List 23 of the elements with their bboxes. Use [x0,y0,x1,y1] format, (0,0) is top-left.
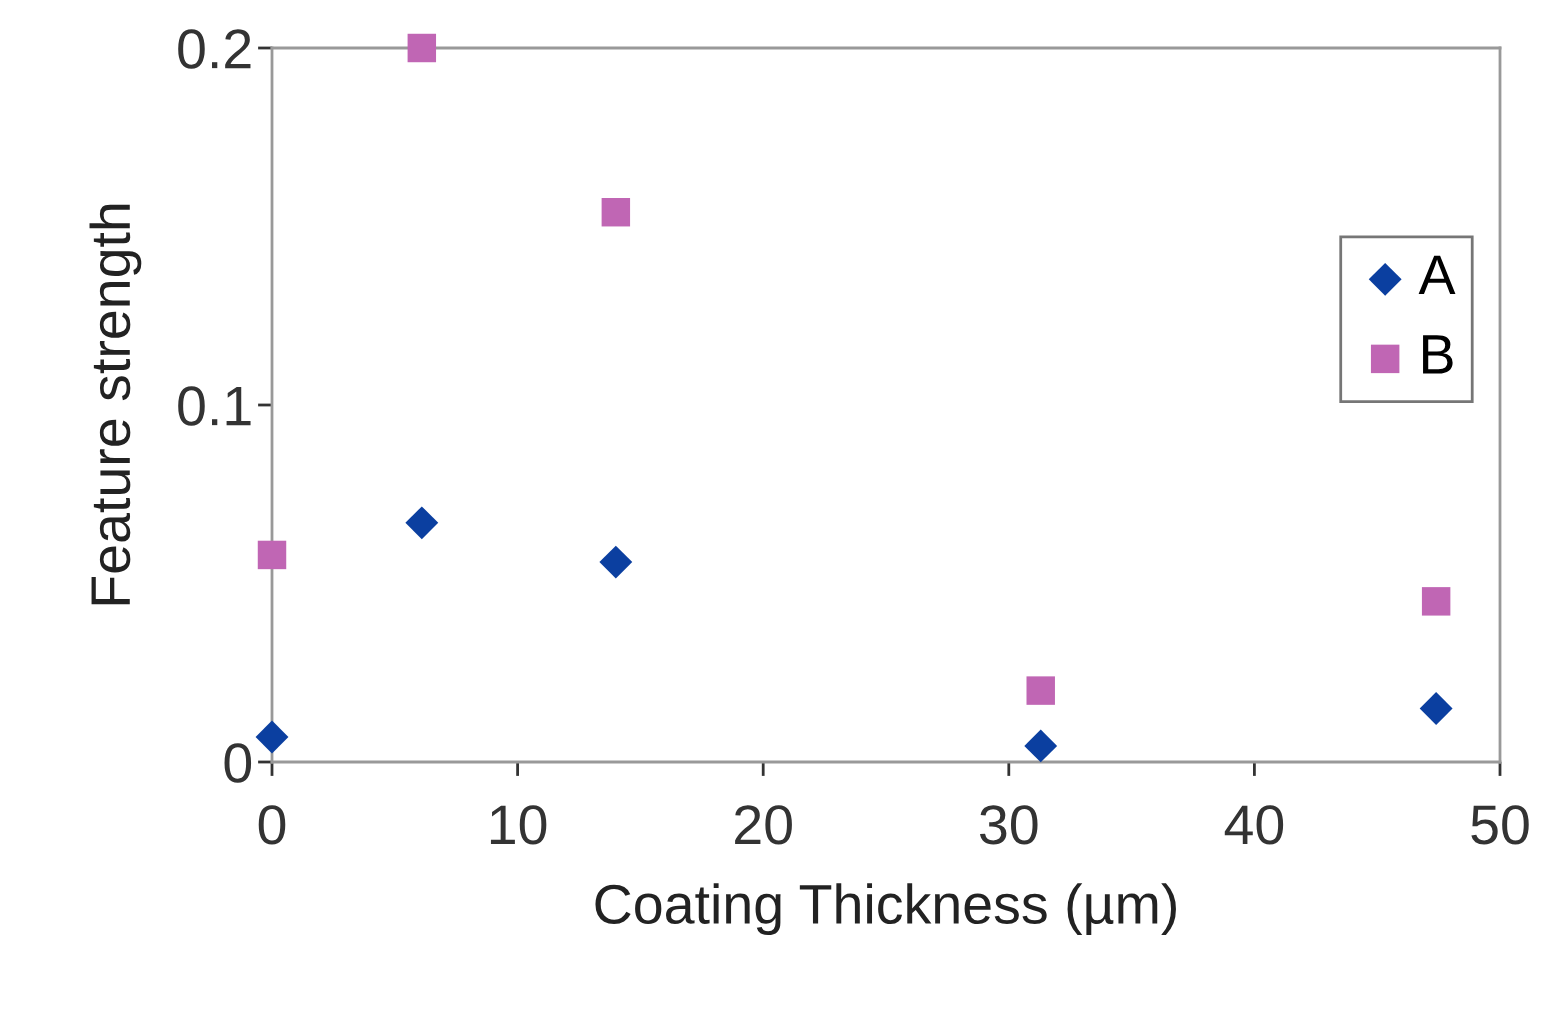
point [257,540,287,570]
point [599,545,633,579]
point [407,33,437,63]
point [1026,676,1055,705]
legend-label: B [1423,335,1453,374]
x-tick-label: 10 [490,805,547,845]
x-tick-label: 20 [735,805,792,845]
y-tick-label: 0 [224,743,252,783]
point [1024,729,1058,763]
x-tick-label: 50 [1471,805,1529,845]
x-tick-label: 0 [258,805,286,845]
legend-label: A [1418,255,1456,294]
x-tick-label: 40 [1224,805,1284,845]
point [255,720,289,754]
x-axis-title: Coating Thickness (µm) [595,883,1176,936]
x-tick-label: 30 [980,805,1038,845]
point [601,197,631,227]
y-tick-label: 0.1 [178,386,251,426]
y-tick-label: 0.2 [178,29,251,69]
point [1419,692,1453,725]
point [405,506,439,540]
y-axis-title: Feature strength [89,204,142,605]
point [1421,587,1451,616]
